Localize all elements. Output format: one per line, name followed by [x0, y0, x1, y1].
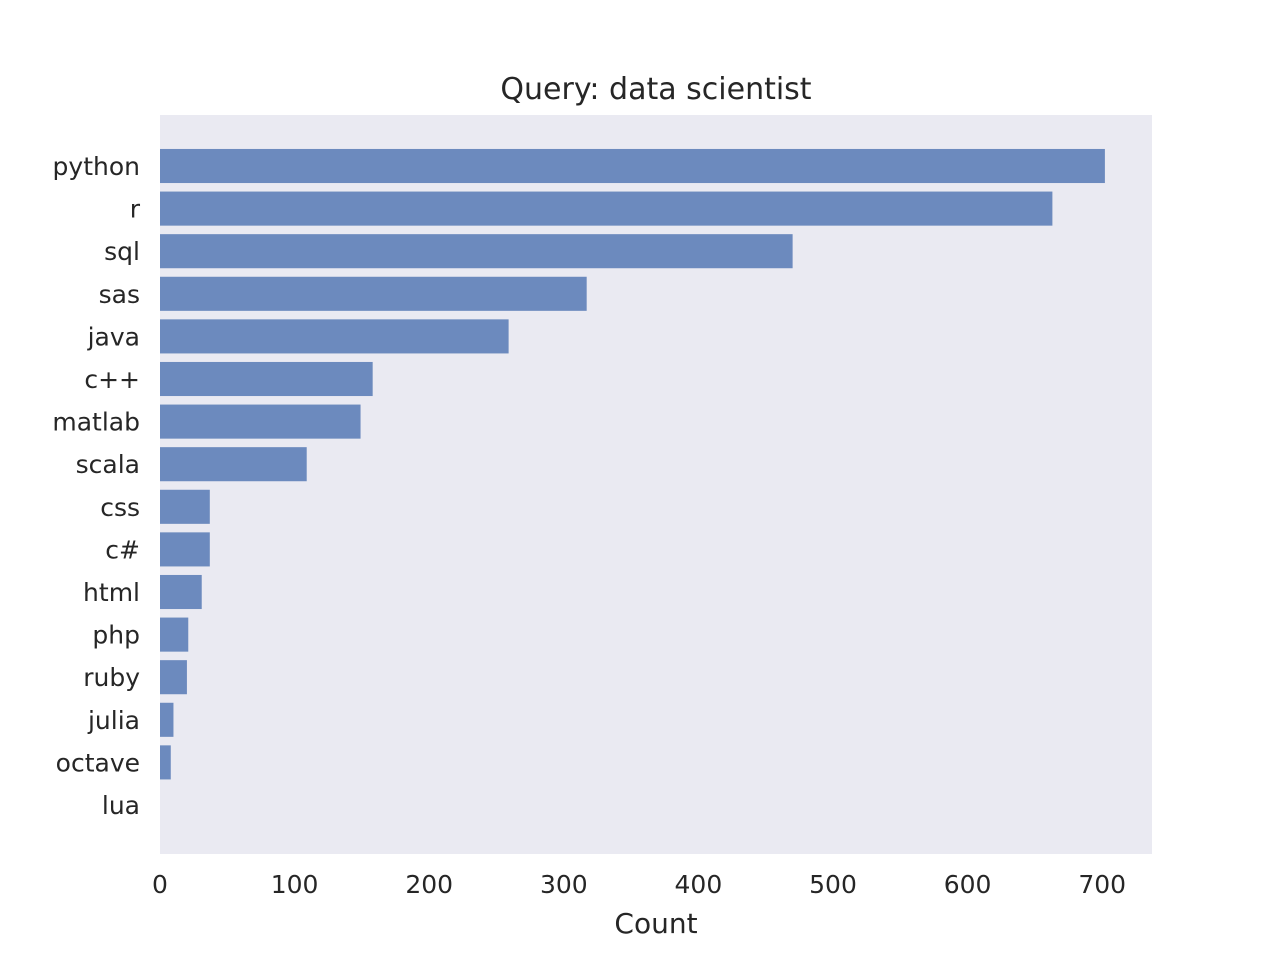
bar-php — [160, 617, 189, 652]
bar-python — [160, 148, 1105, 184]
x-tick-label: 600 — [944, 870, 992, 899]
bars-group — [160, 148, 1105, 780]
x-tick-label: 100 — [271, 870, 319, 899]
bar-julia — [160, 702, 174, 737]
y-tick-label: c# — [105, 535, 140, 564]
x-tick-label: 500 — [809, 870, 857, 899]
bar-c# — [160, 532, 210, 567]
x-tick-labels: 0 100 200 300 400 500 600 700 — [152, 870, 1126, 899]
bar-scala — [160, 447, 307, 482]
y-tick-label: html — [83, 578, 140, 607]
y-tick-label: scala — [76, 450, 140, 479]
bar-matlab — [160, 404, 361, 439]
bar-octave — [160, 745, 171, 780]
x-tick-label: 400 — [675, 870, 723, 899]
y-tick-label: julia — [87, 706, 140, 735]
y-tick-label: css — [100, 493, 140, 522]
y-tick-label: c++ — [84, 365, 140, 394]
y-tick-label: sql — [104, 237, 140, 266]
x-tick-label: 700 — [1078, 870, 1126, 899]
x-tick-label: 200 — [405, 870, 453, 899]
bar-html — [160, 574, 202, 610]
y-tick-label: octave — [56, 748, 140, 777]
y-tick-label: php — [92, 621, 140, 650]
bar-css — [160, 489, 210, 524]
y-tick-label: matlab — [52, 408, 140, 437]
chart-title: Query: data scientist — [500, 72, 811, 107]
bar-java — [160, 319, 509, 354]
bar-c++ — [160, 361, 373, 397]
x-tick-label: 300 — [540, 870, 588, 899]
x-axis-label: Count — [614, 907, 697, 940]
y-tick-label: lua — [102, 791, 140, 820]
bar-sas — [160, 276, 587, 311]
y-tick-label: r — [130, 195, 141, 224]
y-tick-label: ruby — [83, 663, 140, 692]
y-tick-labels: python r sql sas java c++ matlab scala css c# html… — [52, 152, 140, 820]
y-tick-label: python — [53, 152, 140, 181]
plot-area — [160, 115, 1152, 854]
bar-ruby — [160, 660, 187, 695]
x-tick-label: 0 — [152, 870, 168, 899]
y-tick-label: sas — [99, 280, 140, 309]
bar-sql — [160, 234, 793, 269]
bar-r — [160, 191, 1053, 226]
y-tick-label: java — [87, 322, 140, 351]
